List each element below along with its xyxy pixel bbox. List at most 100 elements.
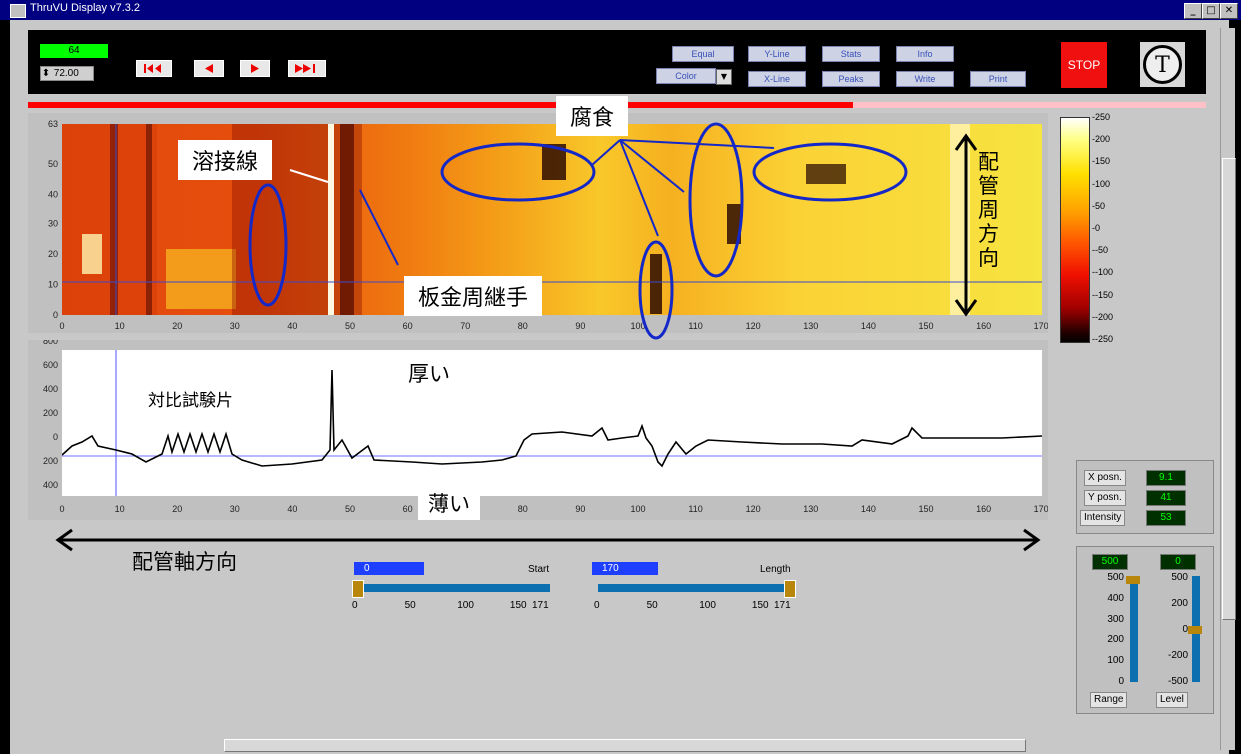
progress-fill — [28, 102, 853, 108]
cscan-x-tick: 20 — [172, 321, 182, 331]
ascan-x-tick: 150 — [918, 504, 933, 514]
cscan-x-tick: 110 — [688, 321, 702, 331]
cscan-x-axis: 0 10 20 30 40 50 60 70 80 90 100 110 120 130 140 150 160… — [59, 321, 1048, 331]
slider-tick: 150 — [751, 600, 769, 611]
ascan-x-tick: 0 — [59, 504, 64, 514]
cscan-x-tick: 170 — [1034, 321, 1048, 331]
ascan-x-tick: 30 — [230, 504, 240, 514]
cscan-y-axis: 63 50 40 30 20 10 0 — [48, 119, 58, 320]
colorbar-tick: --100 — [1092, 267, 1114, 278]
ascan-y-tick: 0 — [53, 432, 58, 442]
slider-tick: 171 — [532, 600, 549, 611]
equal-button[interactable]: Equal — [672, 46, 734, 62]
cscan-x-tick: 90 — [575, 321, 585, 331]
intensity-value: 53 — [1146, 510, 1186, 526]
start-slider[interactable] — [356, 584, 550, 592]
cscan-y-tick: 30 — [48, 218, 58, 228]
print-button[interactable]: Print — [970, 71, 1026, 87]
ascan-x-tick: 60 — [403, 504, 413, 514]
ascan-x-tick: 120 — [746, 504, 761, 514]
spinner-icon[interactable]: ⬍ — [41, 68, 51, 79]
ascan-x-tick: 80 — [518, 504, 528, 514]
logo-button[interactable]: T — [1140, 42, 1185, 87]
cscan-y-tick: 0 — [53, 310, 58, 320]
maximize-button[interactable]: □ — [1202, 3, 1220, 19]
cscan-x-tick: 40 — [287, 321, 297, 331]
level-value[interactable]: 0 — [1160, 554, 1196, 570]
slider-tick: 400 — [1107, 592, 1124, 604]
level-ticks: 500 200 0 -200 -500 — [1148, 572, 1190, 688]
y-position-label: Y posn. — [1084, 490, 1126, 506]
slider-tick: 0 — [594, 600, 600, 611]
ascan-x-tick: 160 — [976, 504, 991, 514]
previous-frame-button[interactable] — [194, 60, 224, 77]
range-value[interactable]: 500 — [1092, 554, 1128, 570]
cscan-x-tick: 150 — [918, 321, 933, 331]
cscan-x-tick: 30 — [230, 321, 240, 331]
colorbar-tick: -0 — [1092, 223, 1101, 233]
range-slider-thumb[interactable] — [1126, 576, 1140, 584]
y-position-value: 41 — [1146, 490, 1186, 506]
start-value-input[interactable]: 0 — [354, 562, 424, 575]
length-slider[interactable] — [598, 584, 792, 592]
slider-tick: 0 — [1182, 624, 1188, 635]
ascan-x-tick: 10 — [115, 504, 125, 514]
level-slider-thumb[interactable] — [1188, 626, 1202, 634]
cscan-y-tick: 63 — [48, 119, 58, 129]
y-line-button[interactable]: Y-Line — [748, 46, 806, 62]
axial-direction-label: 配管軸方向 — [132, 550, 237, 574]
peaks-button[interactable]: Peaks — [822, 71, 880, 87]
info-button[interactable]: Info — [896, 46, 954, 62]
slider-tick: 171 — [774, 600, 791, 611]
range-slider[interactable] — [1130, 576, 1138, 682]
colorbar-tick: --50 — [1092, 245, 1109, 256]
ascan-y-axis: 800 600 400 200 0 200 400 — [43, 340, 58, 490]
cscan-x-tick: 130 — [803, 321, 818, 331]
thick-label: 厚い — [398, 356, 460, 390]
range-label: Range — [1090, 692, 1128, 708]
start-slider-thumb[interactable] — [352, 580, 364, 598]
cscan-x-tick: 10 — [115, 321, 125, 331]
app-icon[interactable] — [10, 4, 26, 18]
play-button[interactable] — [240, 60, 270, 77]
speed-input[interactable]: ⬍ 72.00 — [40, 66, 94, 81]
length-value-input[interactable]: 170 — [592, 562, 658, 575]
close-button[interactable]: ✕ — [1220, 3, 1238, 19]
previous-icon — [205, 64, 213, 73]
vertical-scrollbar[interactable] — [1220, 28, 1236, 750]
length-slider-thumb[interactable] — [784, 580, 796, 598]
speed-value: 72.00 — [53, 68, 79, 79]
last-frame-button[interactable] — [288, 60, 326, 77]
first-frame-button[interactable] — [136, 60, 172, 77]
horizontal-scrollbar[interactable] — [10, 738, 1220, 752]
ascan-x-tick: 130 — [803, 504, 818, 514]
color-dropdown[interactable]: Color — [656, 68, 716, 84]
x-line-button[interactable]: X-Line — [748, 71, 806, 87]
ascan-x-tick: 90 — [575, 504, 585, 514]
cscan-y-tick: 10 — [48, 279, 58, 289]
ascan-x-tick: 20 — [172, 504, 182, 514]
colorbar-tick: -250 — [1092, 112, 1111, 122]
circumferential-label: 配管周方向 — [978, 150, 999, 270]
ascan-y-tick: 200 — [43, 408, 58, 418]
stats-button[interactable]: Stats — [822, 46, 880, 62]
range-ticks: 500 400 300 200 100 0 — [1090, 572, 1126, 688]
slider-tick: -200 — [1167, 650, 1188, 661]
x-position-label: X posn. — [1084, 470, 1126, 486]
reference-specimen-label: 対比試験片 — [148, 391, 233, 411]
slider-tick: 0 — [352, 600, 358, 611]
t-logo-icon: T — [1143, 45, 1182, 84]
title-bar — [0, 0, 1241, 20]
cscan-y-tick: 50 — [48, 159, 58, 169]
write-button[interactable]: Write — [896, 71, 954, 87]
ascan-plot[interactable] — [61, 350, 1043, 496]
slider-tick: 100 — [457, 600, 474, 611]
colorbar-tick: --200 — [1092, 311, 1114, 322]
slider-tick: 50 — [404, 600, 416, 611]
stop-button[interactable]: STOP — [1061, 42, 1107, 88]
ascan-y-tick: 600 — [43, 360, 58, 370]
chevron-down-icon[interactable]: ▼ — [716, 69, 732, 85]
minimize-button[interactable]: _ — [1184, 3, 1202, 19]
